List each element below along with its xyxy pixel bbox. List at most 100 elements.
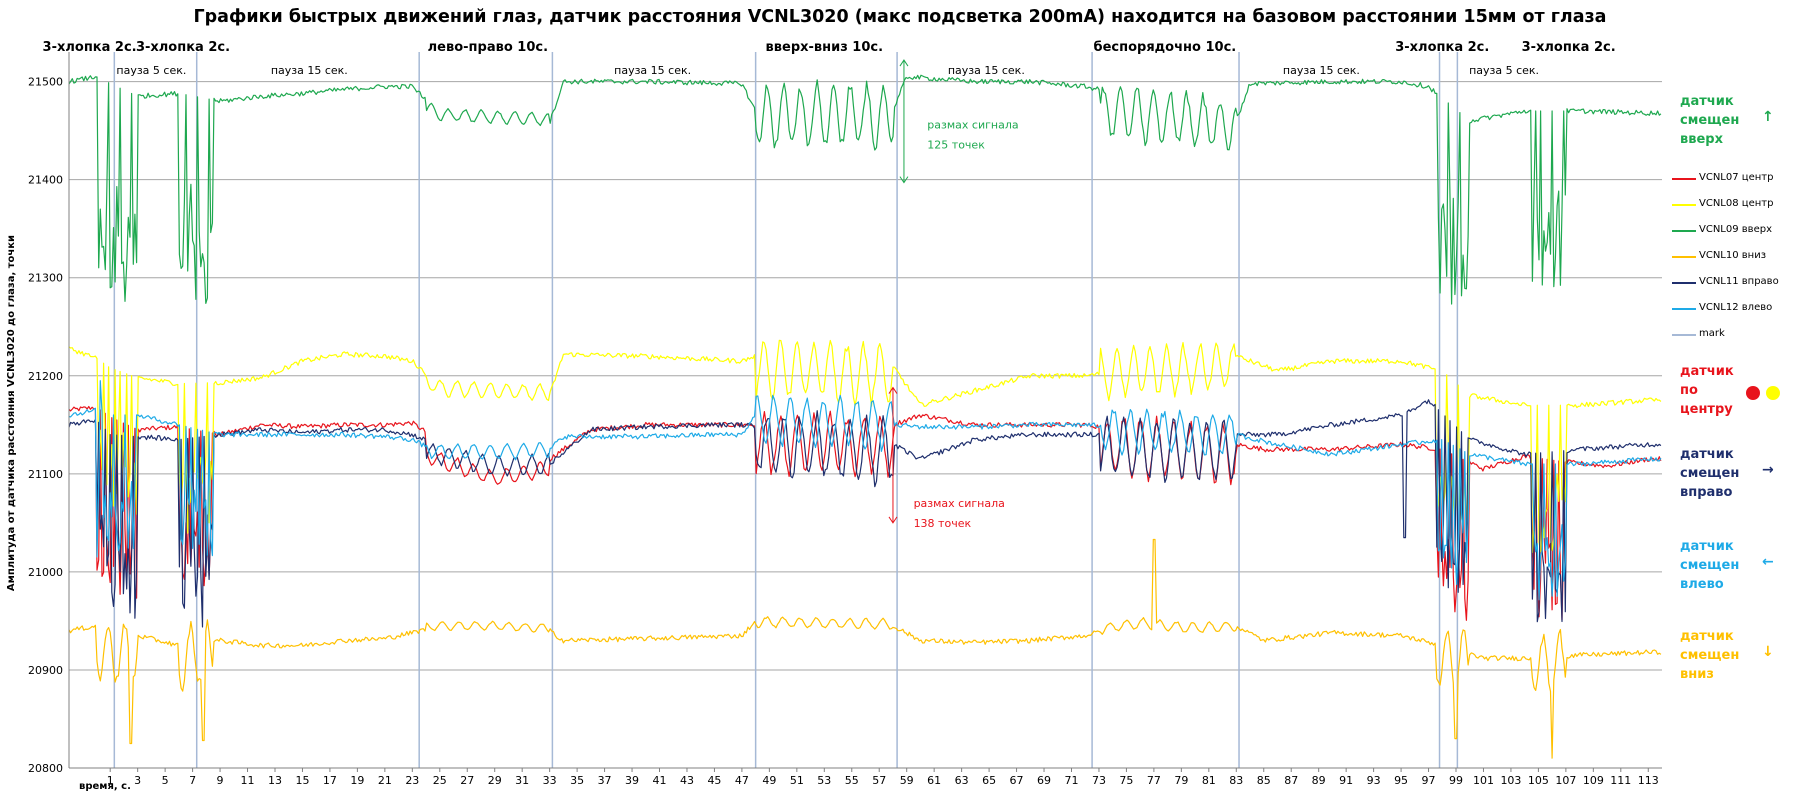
x-tick-label: 87 <box>1284 774 1298 787</box>
y-tick-label: 21500 <box>28 76 63 89</box>
side-label: датчик смещен вверх <box>1680 94 1740 147</box>
x-tick-label: 21 <box>378 774 392 787</box>
axes: 20800 20900 21000 21100 21200 21300 21400 21500… <box>28 52 1662 787</box>
pause-label: пауза 5 сек. <box>1469 64 1539 77</box>
phase-label: 3-хлопка 2с. <box>136 40 230 55</box>
legend-item: VCNL09 вверх <box>1672 224 1797 250</box>
legend-swatch <box>1672 334 1696 336</box>
legend-item: VCNL12 влево <box>1672 302 1797 328</box>
x-tick-label: 101 <box>1473 774 1494 787</box>
x-tick-label: 5 <box>162 774 169 787</box>
x-tick-label: 111 <box>1610 774 1631 787</box>
x-tick-label: 55 <box>845 774 859 787</box>
side-label: датчик смещен вправо <box>1680 447 1740 500</box>
x-tick-label: 53 <box>817 774 831 787</box>
x-tick-label: 97 <box>1422 774 1436 787</box>
x-tick-label: 25 <box>433 774 447 787</box>
y-tick-label: 21100 <box>28 468 63 481</box>
legend-item: VCNL10 вниз <box>1672 250 1797 276</box>
x-tick-label: 67 <box>1010 774 1024 787</box>
legend-label: VCNL11 вправо <box>1699 276 1779 287</box>
x-tick-label: 11 <box>241 774 255 787</box>
x-tick-label: 77 <box>1147 774 1161 787</box>
range-annotation: 138 точек <box>914 517 972 530</box>
x-tick-label: 113 <box>1638 774 1659 787</box>
legend-swatch <box>1672 178 1696 180</box>
pause-label: пауза 15 сек. <box>271 64 348 77</box>
x-tick-label: 29 <box>488 774 502 787</box>
series-line-vcnl11 <box>68 399 1662 628</box>
legend-item: VCNL08 центр <box>1672 198 1797 224</box>
x-tick-label: 13 <box>268 774 282 787</box>
series-line-vcnl09 <box>68 74 1662 305</box>
legend-swatch <box>1672 230 1696 232</box>
x-tick-label: 27 <box>460 774 474 787</box>
y-tick-label: 21400 <box>28 174 63 187</box>
legend-swatch <box>1672 256 1696 258</box>
range-marker-head <box>899 176 909 184</box>
legend-swatch <box>1672 282 1696 284</box>
center-dot-icon <box>1746 386 1760 400</box>
x-tick-label: 91 <box>1339 774 1353 787</box>
legend-item: mark <box>1672 328 1797 354</box>
y-tick-label: 20900 <box>28 664 63 677</box>
x-tick-label: 37 <box>598 774 612 787</box>
x-tick-label: 15 <box>295 774 309 787</box>
y-tick-label: 21300 <box>28 272 63 285</box>
side-label: датчик смещен влево <box>1680 539 1740 592</box>
x-tick-label: 79 <box>1174 774 1188 787</box>
pause-label: пауза 15 сек. <box>948 64 1025 77</box>
side-arrow-icon: → <box>1762 462 1774 478</box>
x-tick-label: 3 <box>134 774 141 787</box>
legend-item: VCNL07 центр <box>1672 172 1797 198</box>
x-tick-label: 57 <box>872 774 886 787</box>
mark-lines <box>113 52 1459 768</box>
x-tick-label: 59 <box>900 774 914 787</box>
series-line-vcnl08 <box>68 339 1662 554</box>
range-marker-head <box>888 386 898 394</box>
side-label: датчик смещен вниз <box>1680 629 1740 682</box>
series-lines <box>68 74 1662 759</box>
x-tick-label: 81 <box>1202 774 1216 787</box>
x-tick-label: 89 <box>1312 774 1326 787</box>
x-tick-label: 109 <box>1583 774 1604 787</box>
center-dot-icon <box>1766 386 1780 400</box>
phase-label: 3-хлопка 2с. <box>1395 40 1489 55</box>
x-tick-label: 107 <box>1555 774 1576 787</box>
x-tick-label: 75 <box>1119 774 1133 787</box>
range-annotation: размах сигнала <box>927 119 1018 132</box>
chart-labels: 3-хлопка 2с. 3-хлопка 2с. лево-право 10с. в… <box>43 40 1616 530</box>
x-tick-label: 95 <box>1394 774 1408 787</box>
phase-label: вверх-вниз 10с. <box>766 40 884 55</box>
legend-label: VCNL07 центр <box>1699 172 1774 183</box>
x-tick-label: 19 <box>350 774 364 787</box>
side-arrow-icon: ← <box>1762 554 1774 570</box>
series-line-vcnl07 <box>68 405 1662 621</box>
pause-label: пауза 15 сек. <box>1283 64 1360 77</box>
legend-label: mark <box>1699 328 1725 339</box>
legend-label: VCNL10 вниз <box>1699 250 1767 261</box>
series-line-vcnl10 <box>68 538 1662 759</box>
x-tick-label: 105 <box>1528 774 1549 787</box>
x-tick-label: 23 <box>405 774 419 787</box>
x-tick-label: 61 <box>927 774 941 787</box>
x-axis-label: время, с. <box>79 781 131 792</box>
x-tick-label: 65 <box>982 774 996 787</box>
legend-label: VCNL08 центр <box>1699 198 1774 209</box>
x-tick-label: 63 <box>955 774 969 787</box>
x-tick-label: 73 <box>1092 774 1106 787</box>
x-tick-label: 51 <box>790 774 804 787</box>
x-tick-label: 1 <box>107 774 114 787</box>
legend: VCNL07 центр VCNL08 центр VCNL09 вверх VCNL… <box>1672 172 1797 354</box>
x-tick-label: 43 <box>680 774 694 787</box>
x-tick-label: 83 <box>1229 774 1243 787</box>
side-arrow-icon: ↓ <box>1762 644 1774 660</box>
x-tick-label: 31 <box>515 774 529 787</box>
range-annotation: 125 точек <box>927 138 985 151</box>
series-line-vcnl12 <box>68 380 1662 601</box>
x-tick-label: 49 <box>762 774 776 787</box>
pause-label: пауза 15 сек. <box>614 64 691 77</box>
x-tick-label: 93 <box>1367 774 1381 787</box>
x-tick-label: 33 <box>543 774 557 787</box>
